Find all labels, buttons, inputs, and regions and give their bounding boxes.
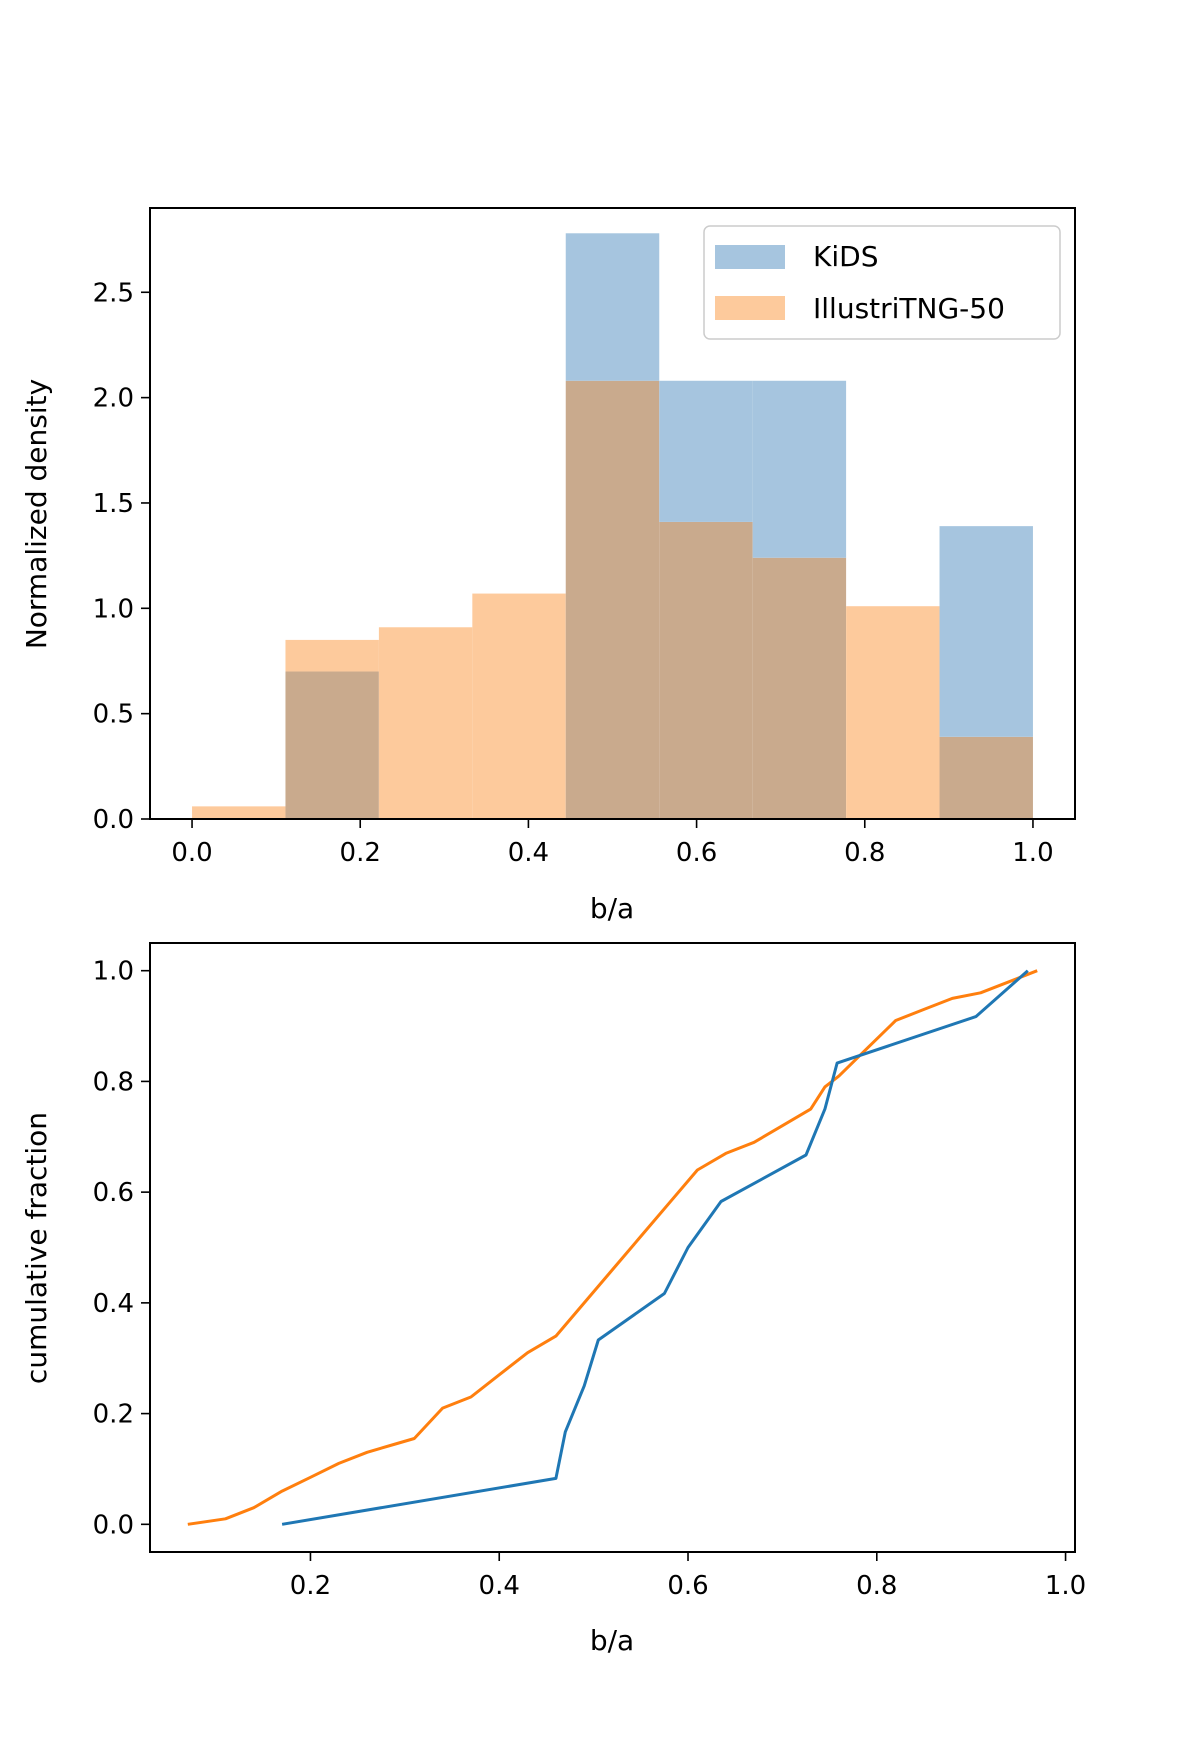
y-tick-label: 2.5 — [93, 278, 134, 308]
legend-label-illustris: IllustriTNG-50 — [813, 292, 1005, 325]
x-tick-label: 0.2 — [290, 1571, 331, 1601]
legend-label-kids: KiDS — [813, 240, 878, 273]
y-tick-label: 1.0 — [93, 957, 134, 987]
y-tick-label: 0.6 — [93, 1178, 134, 1208]
legend-swatch-illustris — [715, 296, 785, 320]
x-tick-label: 1.0 — [1045, 1571, 1086, 1601]
histogram-frame — [149, 207, 1076, 820]
x-tick-label: 0.6 — [667, 1571, 708, 1601]
x-tick-label: 0.8 — [856, 1571, 897, 1601]
y-tick-label: 1.0 — [93, 594, 134, 624]
cumulative-xlabel: b/a — [590, 1624, 634, 1657]
bar-illustris — [378, 627, 473, 819]
cumulative-frame — [149, 942, 1076, 1553]
bar-kids — [659, 380, 753, 522]
y-tick-label: 0.5 — [93, 700, 134, 730]
y-tick-label: 0.4 — [93, 1289, 134, 1319]
y-tick-label: 2.0 — [93, 384, 134, 414]
histogram-xlabel: b/a — [590, 892, 634, 925]
x-tick-label: 0.4 — [508, 838, 549, 868]
series-line-kids — [281, 969, 1029, 1526]
x-tick-label: 0.2 — [340, 838, 381, 868]
histogram-ylabel: Normalized density — [20, 379, 53, 649]
y-tick-label: 0.0 — [93, 1510, 134, 1540]
bar-overlap — [565, 380, 660, 819]
y-tick-label: 1.5 — [93, 489, 134, 519]
x-tick-label: 1.0 — [1012, 838, 1053, 868]
bar-illustris — [472, 593, 566, 819]
bar-kids — [939, 526, 1033, 737]
legend-swatch-kids — [715, 245, 785, 269]
bar-kids — [752, 380, 847, 558]
bar-overlap — [752, 557, 847, 819]
bar-overlap — [939, 736, 1033, 819]
cumulative-panel: 0.2 0.4 0.6 0.8 1.0 0.0 0.2 0.4 0.6 0.8 1.0 b/a c… — [20, 942, 1086, 1657]
bar-overlap — [285, 671, 379, 819]
bar-overlap — [659, 521, 753, 819]
x-tick-label: 0.8 — [844, 838, 885, 868]
y-tick-label: 0.0 — [93, 805, 134, 835]
series-line-illustris — [187, 969, 1038, 1526]
legend-box — [703, 225, 1061, 340]
x-tick-label: 0.6 — [676, 838, 717, 868]
bar-illustris — [192, 806, 286, 819]
bar-kids — [565, 233, 660, 381]
x-tick-label: 0.4 — [479, 1571, 520, 1601]
y-tick-label: 0.8 — [93, 1067, 134, 1097]
bar-illustris — [285, 639, 379, 672]
histogram-panel: 0.0 0.2 0.4 0.6 0.8 1.0 0.0 0.5 1.0 1.5 2.0 2.5 b/… — [20, 207, 1076, 925]
cumulative-ylabel: cumulative fraction — [20, 1112, 53, 1384]
x-tick-label: 0.0 — [171, 838, 212, 868]
bar-illustris — [846, 606, 940, 819]
y-tick-label: 0.2 — [93, 1400, 134, 1430]
legend: KiDS IllustriTNG-50 — [703, 225, 1061, 340]
